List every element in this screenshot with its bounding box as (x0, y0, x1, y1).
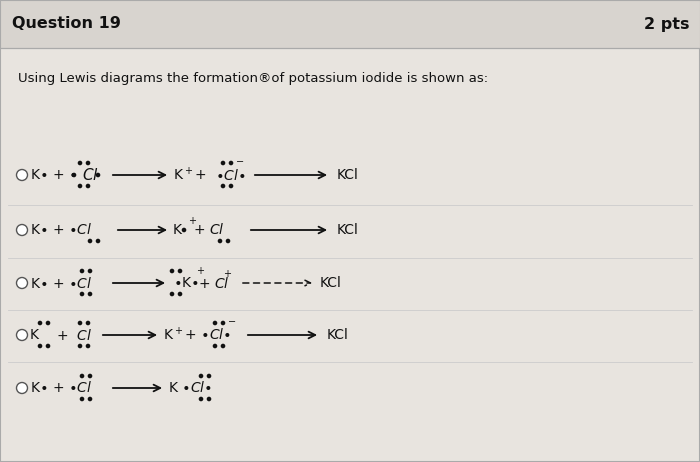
Circle shape (230, 184, 232, 188)
Text: KCl: KCl (327, 328, 349, 342)
Circle shape (80, 374, 83, 377)
Circle shape (78, 344, 82, 347)
Circle shape (88, 292, 92, 296)
Text: KCl: KCl (320, 276, 342, 290)
Circle shape (207, 374, 211, 377)
Text: K$^+$+ $\bullet$$\it{Cl}$$\bullet$: K$^+$+ $\bullet$$\it{Cl}$$\bullet$ (163, 326, 231, 344)
Circle shape (199, 397, 202, 401)
Circle shape (221, 322, 225, 325)
Circle shape (199, 374, 202, 377)
Circle shape (88, 239, 92, 243)
Circle shape (80, 292, 83, 296)
Circle shape (17, 170, 27, 181)
Circle shape (218, 239, 222, 243)
Bar (0, 0, 700, 48)
Text: +  $\it{Cl}$: + $\it{Cl}$ (52, 328, 92, 342)
Circle shape (88, 269, 92, 273)
Text: K $\bullet$$\it{Cl}$$\bullet$: K $\bullet$$\it{Cl}$$\bullet$ (168, 381, 212, 395)
Circle shape (221, 161, 225, 164)
Circle shape (178, 292, 181, 296)
Circle shape (86, 344, 90, 347)
Circle shape (88, 397, 92, 401)
Circle shape (214, 322, 216, 325)
Circle shape (226, 239, 230, 243)
Text: K: K (173, 223, 182, 237)
Circle shape (86, 184, 90, 188)
Text: $\it{Cl}$: $\it{Cl}$ (82, 167, 99, 183)
Text: KCl: KCl (337, 223, 359, 237)
Circle shape (17, 329, 27, 340)
Text: KCl: KCl (337, 168, 359, 182)
Text: K$\bullet$ + $\bullet$$\it{Cl}$: K$\bullet$ + $\bullet$$\it{Cl}$ (30, 381, 92, 395)
Circle shape (86, 322, 90, 325)
Circle shape (207, 397, 211, 401)
Text: +: + (196, 266, 204, 276)
Circle shape (78, 161, 82, 164)
Circle shape (80, 269, 83, 273)
Circle shape (170, 269, 174, 273)
Text: K$\bullet$ + $\bullet$$\it{Cl}$: K$\bullet$ + $\bullet$$\it{Cl}$ (30, 275, 92, 291)
Circle shape (17, 383, 27, 394)
Circle shape (170, 292, 174, 296)
Circle shape (38, 322, 41, 325)
Circle shape (97, 239, 99, 243)
Text: 2 pts: 2 pts (645, 17, 690, 31)
Text: + $\it{Cl}$: + $\it{Cl}$ (198, 275, 230, 291)
Circle shape (78, 322, 82, 325)
Text: K$^+$+: K$^+$+ (173, 166, 206, 184)
Text: K: K (30, 328, 39, 342)
Circle shape (97, 173, 99, 176)
Circle shape (17, 225, 27, 236)
Text: Question 19: Question 19 (12, 17, 121, 31)
Circle shape (214, 344, 216, 347)
Circle shape (88, 374, 92, 377)
Text: + $\it{Cl}$: + $\it{Cl}$ (193, 223, 225, 237)
Text: +: + (188, 216, 196, 226)
Text: Using Lewis diagrams the formation®of potassium iodide is shown as:: Using Lewis diagrams the formation®of po… (18, 72, 488, 85)
Text: $\bullet$K$\bullet$: $\bullet$K$\bullet$ (173, 276, 200, 290)
Text: $\bullet$$\it{Cl}$$\bullet$: $\bullet$$\it{Cl}$$\bullet$ (215, 168, 246, 182)
Circle shape (78, 184, 82, 188)
Text: K$\bullet$ + $\bullet$$\it{Cl}$: K$\bullet$ + $\bullet$$\it{Cl}$ (30, 223, 92, 237)
Text: +: + (223, 269, 231, 279)
Circle shape (86, 161, 90, 164)
Text: −: − (228, 317, 236, 327)
Circle shape (80, 397, 83, 401)
Text: −: − (236, 157, 244, 167)
Circle shape (38, 344, 41, 347)
Circle shape (72, 173, 76, 176)
Circle shape (46, 322, 50, 325)
Circle shape (183, 228, 186, 231)
Circle shape (230, 161, 232, 164)
Circle shape (221, 344, 225, 347)
Circle shape (46, 344, 50, 347)
Circle shape (17, 278, 27, 288)
Circle shape (221, 184, 225, 188)
Circle shape (178, 269, 181, 273)
Text: K$\bullet$ + $\bullet$: K$\bullet$ + $\bullet$ (30, 168, 76, 182)
